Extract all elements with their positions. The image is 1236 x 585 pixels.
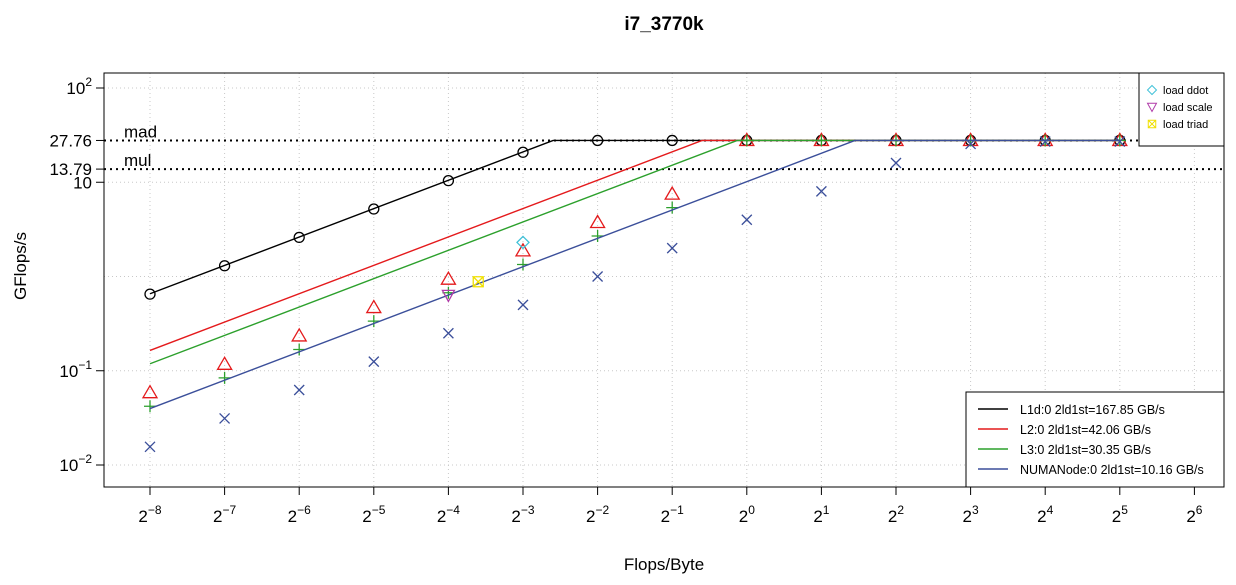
series-2-point-0: [144, 400, 156, 413]
series-1-point-1: [216, 356, 233, 370]
y-axis-label: GFlops/s: [11, 232, 30, 300]
series-3-point-13: [1114, 136, 1126, 148]
series-2-point-7: [666, 201, 679, 214]
series-3-point-12: [1039, 136, 1051, 148]
series-3-point-2: [293, 384, 305, 396]
chart-title: i7_3770k: [624, 14, 704, 35]
points-legend-marker-1: [1146, 102, 1158, 113]
x-tick-label-2: 2−6: [288, 503, 311, 526]
series-0-point-5: [517, 146, 529, 158]
benchmark-point-2: [472, 276, 484, 288]
x-tick-label-11: 23: [963, 503, 979, 526]
x-tick-label-8: 20: [739, 503, 755, 526]
series-1-point-5: [514, 242, 532, 257]
series-3-point-6: [592, 271, 604, 282]
points-legend-label-0: load ddot: [1163, 85, 1208, 97]
series-2-point-6: [591, 229, 604, 242]
roof-label-mul: mul: [124, 151, 151, 170]
series-3-point-8: [741, 214, 753, 226]
series-0-point-3: [368, 203, 380, 215]
series-legend: L1d:0 2ld1st=167.85 GB/s L2:0 2ld1st=42.0…: [965, 391, 1225, 488]
series-line-0: [149, 139, 1120, 295]
points-legend-marker-2: [1147, 119, 1157, 129]
series-1-point-3: [365, 299, 382, 314]
y-tick-label-2: 10: [73, 173, 92, 192]
points-legend: load ddot load scale load triad: [1138, 72, 1225, 147]
x-axis-label: Flops/Byte: [624, 555, 704, 574]
series-2-point-2: [293, 343, 306, 356]
series-lines: [141, 132, 1128, 453]
x-tick-label-3: 2−5: [362, 503, 385, 526]
series-1-point-0: [141, 384, 159, 399]
series-0-point-6: [591, 134, 604, 147]
series-3-point-11: [965, 138, 977, 150]
x-tick-label-0: 2−8: [138, 503, 161, 526]
x-tick-label-5: 2−3: [511, 503, 534, 526]
y-tick-label-0: 10−2: [59, 452, 92, 475]
x-tick-label-1: 2−7: [213, 503, 236, 526]
series-0-point-1: [218, 260, 231, 272]
series-0-point-0: [144, 288, 156, 300]
y-tick-label-4: 27.76: [49, 131, 92, 150]
points-legend-box: [1138, 72, 1225, 147]
x-tick-label-14: 26: [1186, 503, 1202, 526]
series-legend-label-3: NUMANode:0 2ld1st=10.16 GB/s: [1020, 463, 1204, 477]
y-tick-label-5: 102: [66, 75, 92, 98]
points-legend-label-2: load triad: [1163, 119, 1208, 131]
series-2-point-8: [740, 134, 753, 147]
x-tick-label-10: 22: [888, 503, 904, 526]
roof-lines: mad mul: [104, 122, 1224, 171]
x-axis: 2−8 2−7 2−6 2−5 2−4 2−3 2−2 2−1 20 21 22 23 24 25 26: [138, 487, 1203, 526]
series-legend-box: [965, 391, 1225, 488]
series-3-point-5: [517, 299, 529, 311]
x-tick-label-13: 25: [1112, 503, 1128, 526]
x-tick-label-4: 2−4: [437, 503, 460, 526]
series-3: [144, 136, 1126, 453]
series-0-point-4: [442, 174, 455, 187]
series-legend-label-2: L3:0 2ld1st=30.35 GB/s: [1020, 443, 1151, 457]
series-1-point-4: [440, 270, 457, 285]
series-1-point-7: [664, 185, 681, 200]
benchmark-point-0: [516, 235, 530, 250]
x-tick-label-6: 2−2: [586, 503, 609, 526]
series-3-point-7: [666, 242, 678, 254]
series-3-point-0: [144, 441, 156, 453]
x-tick-label-9: 21: [813, 503, 829, 526]
y-tick-label-1: 10−1: [59, 358, 92, 381]
benchmark-points: [441, 235, 530, 303]
series-3-point-3: [368, 356, 380, 368]
series-0-point-7: [666, 134, 678, 147]
x-tick-label-7: 2−1: [661, 503, 684, 526]
series-2-point-3: [367, 315, 380, 328]
series-line-1: [149, 139, 1120, 352]
series-3-point-9: [815, 185, 827, 197]
roof-label-mad: mad: [124, 122, 157, 141]
points-legend-label-1: load scale: [1163, 102, 1213, 114]
series-3-point-10: [890, 157, 902, 169]
series-1-point-6: [589, 214, 606, 229]
series-legend-label-1: L2:0 2ld1st=42.06 GB/s: [1020, 423, 1151, 437]
series-legend-label-0: L1d:0 2ld1st=167.85 GB/s: [1020, 403, 1165, 417]
series-1-point-2: [291, 327, 308, 342]
series-3-point-1: [219, 412, 231, 424]
series-0: [144, 134, 1126, 300]
series-line-3: [149, 139, 1120, 410]
y-tick-label-3: 13.79: [49, 160, 92, 179]
series-3-point-4: [442, 327, 454, 339]
series-0-point-2: [293, 231, 305, 244]
series-2-point-9: [815, 134, 828, 147]
series-1: [141, 132, 1128, 399]
points-legend-marker-0: [1146, 84, 1158, 96]
series-line-2: [149, 139, 1120, 365]
series-2: [144, 134, 1126, 413]
plot-frame: [103, 72, 1225, 488]
series-2-point-1: [218, 371, 231, 384]
benchmark-point-1: [441, 289, 456, 303]
x-tick-label-12: 24: [1037, 503, 1053, 526]
